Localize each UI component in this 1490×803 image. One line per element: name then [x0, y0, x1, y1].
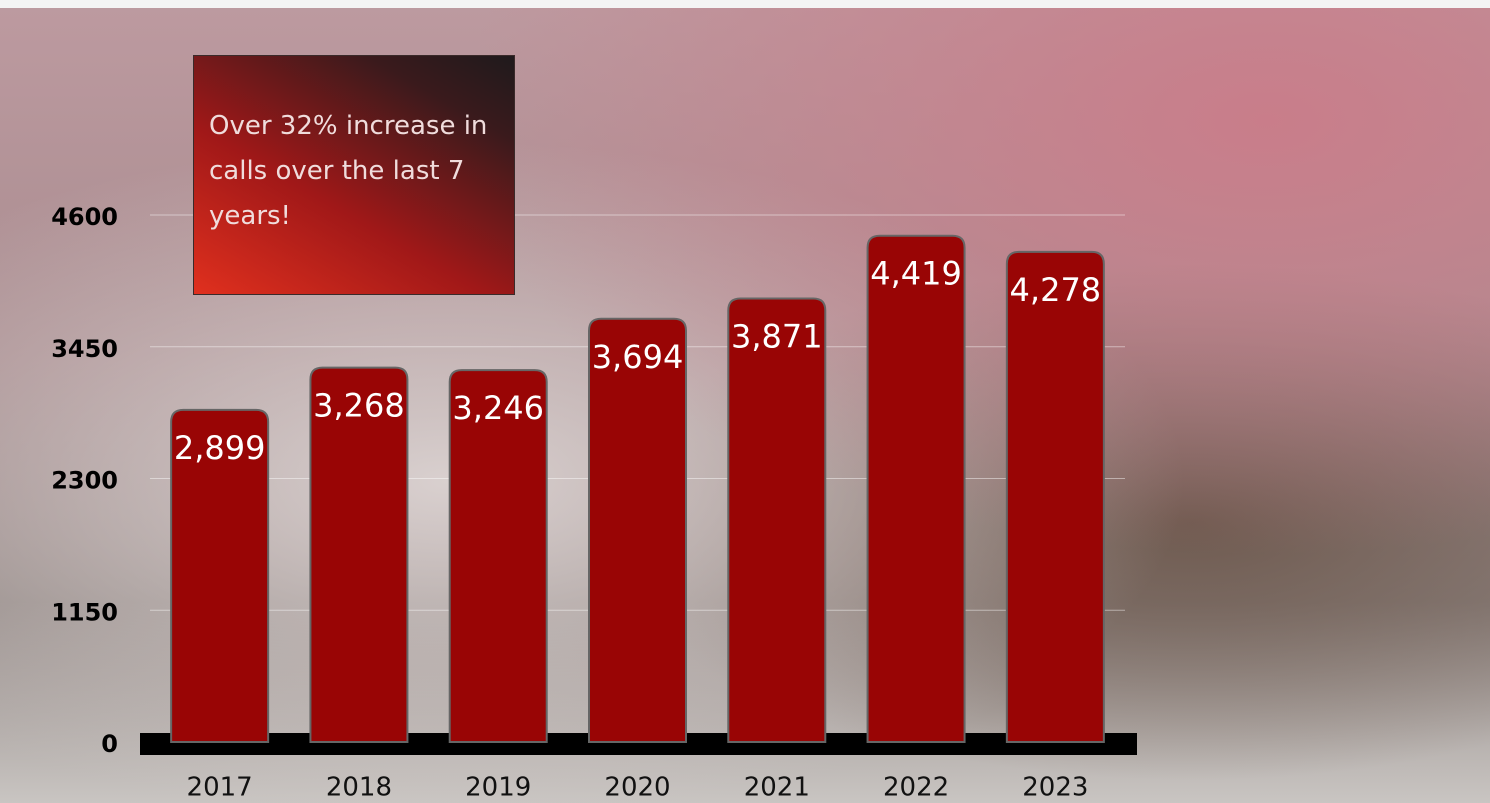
- x-tick-label: 2021: [744, 773, 810, 803]
- y-tick-label: 2300: [51, 467, 118, 495]
- bar: [1005, 250, 1105, 743]
- y-tick-label: 4600: [51, 203, 118, 231]
- bar: [170, 408, 270, 743]
- value-label: 3,268: [313, 387, 405, 425]
- bar: [448, 369, 548, 743]
- x-tick-label: 2023: [1022, 773, 1088, 803]
- value-label: 3,871: [731, 318, 823, 356]
- bar: [309, 366, 409, 743]
- value-label: 3,694: [592, 338, 684, 376]
- value-label: 3,246: [452, 389, 544, 427]
- annotation: Over 32% increase in calls over the last…: [193, 55, 515, 295]
- value-label: 4,419: [870, 255, 962, 293]
- x-tick-label: 2018: [326, 773, 392, 803]
- y-tick-label: 0: [101, 730, 118, 758]
- y-tick-label: 1150: [51, 598, 118, 626]
- value-label: 4,278: [1010, 271, 1102, 309]
- value-label: 2,899: [174, 429, 266, 467]
- y-tick-label: 3450: [51, 335, 118, 363]
- x-tick-label: 2017: [187, 773, 253, 803]
- bar: [588, 317, 687, 743]
- x-tick-label: 2022: [883, 773, 949, 803]
- x-tick-label: 2019: [465, 773, 531, 803]
- x-tick-label: 2020: [604, 773, 670, 803]
- bar: [866, 234, 966, 743]
- bar: [727, 297, 827, 743]
